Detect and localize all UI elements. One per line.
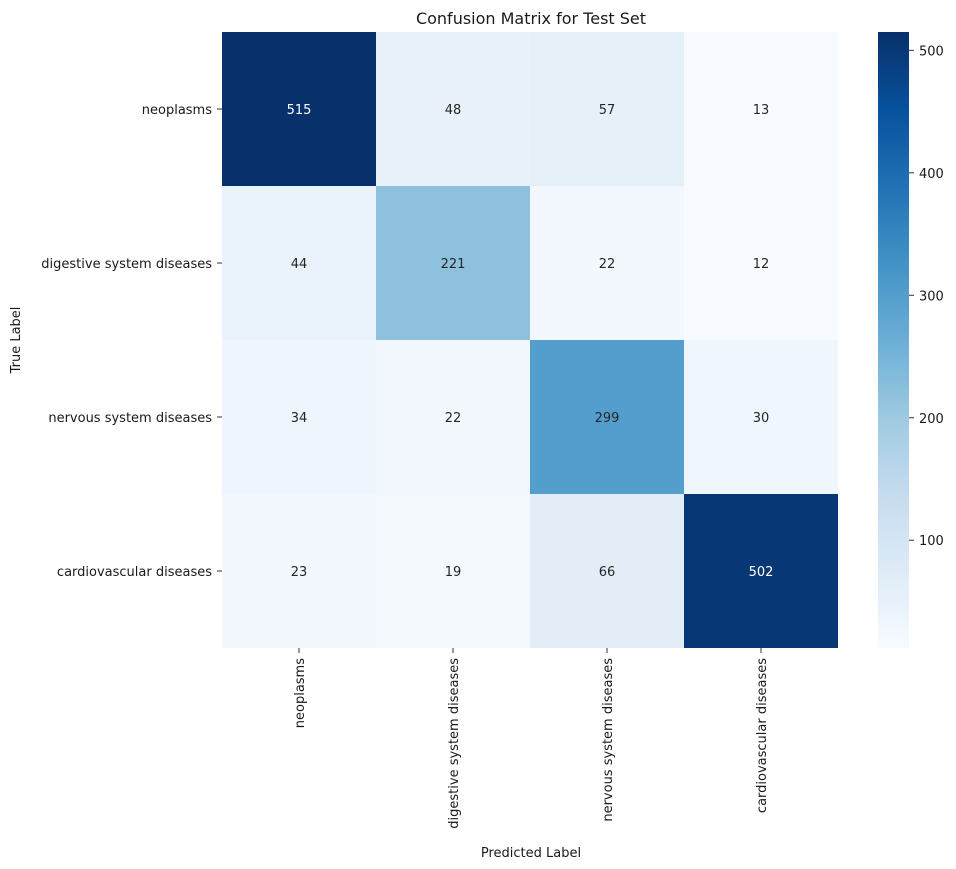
colorbar-tick-label: 500 [919,44,944,59]
cell-value-label: 48 [445,103,462,118]
heatmap-cell [530,32,684,186]
heatmap-cell [222,186,376,340]
heatmap-cell [376,186,530,340]
cell-value-label: 30 [753,411,770,426]
chart-title: Confusion Matrix for Test Set [416,9,646,28]
cell-value-label: 13 [753,103,770,118]
colorbar-tick-label: 400 [919,167,944,182]
heatmap-cell [222,340,376,494]
colorbar-tick-label: 100 [919,534,944,549]
heatmap-cell [222,494,376,648]
heatmap-cell [376,32,530,186]
cell-value-label: 502 [749,565,774,580]
heatmap-cell [530,340,684,494]
colorbar-tick-label: 200 [919,412,944,427]
heatmap-cell [684,494,838,648]
x-tick-label: digestive system diseases [447,658,462,829]
heatmap-cell [222,32,376,186]
heatmap-cell [684,186,838,340]
cell-value-label: 22 [445,411,462,426]
colorbar-tick-label: 300 [919,289,944,304]
heatmap-cell [376,340,530,494]
heatmap-cell [376,494,530,648]
cell-value-label: 299 [595,411,620,426]
cell-value-label: 66 [599,565,616,580]
x-tick-label: cardiovascular diseases [755,658,770,813]
heatmap-cells: 515 48 57 13 44 221 22 12 34 22 299 30 23 19 66 502 [222,32,838,648]
y-tick-labels: neoplasms digestive system diseases nervou… [41,103,222,580]
heatmap-cell [530,186,684,340]
x-tick-label: neoplasms [293,658,308,728]
colorbar [878,32,909,648]
colorbar-ticks: 100 200 300 400 500 [909,44,944,549]
cell-value-label: 34 [291,411,308,426]
y-tick-label: neoplasms [142,103,212,118]
y-tick-label: nervous system diseases [48,411,212,426]
x-tick-label: nervous system diseases [601,658,616,822]
cell-value-label: 57 [599,103,616,118]
cell-value-label: 221 [441,257,466,272]
y-axis-label: True Label [9,307,24,375]
x-tick-labels: neoplasms digestive system diseases nervou… [293,648,770,829]
y-tick-label: cardiovascular diseases [57,565,212,580]
y-tick-label: digestive system diseases [41,257,212,272]
cell-value-label: 19 [445,565,462,580]
cell-value-label: 23 [291,565,308,580]
heatmap-cell [684,32,838,186]
heatmap-cell [530,494,684,648]
cell-value-label: 44 [291,257,308,272]
x-axis-label: Predicted Label [481,846,581,861]
heatmap-cell [684,340,838,494]
cell-value-label: 12 [753,257,770,272]
cell-value-label: 22 [599,257,616,272]
cell-value-label: 515 [287,103,312,118]
